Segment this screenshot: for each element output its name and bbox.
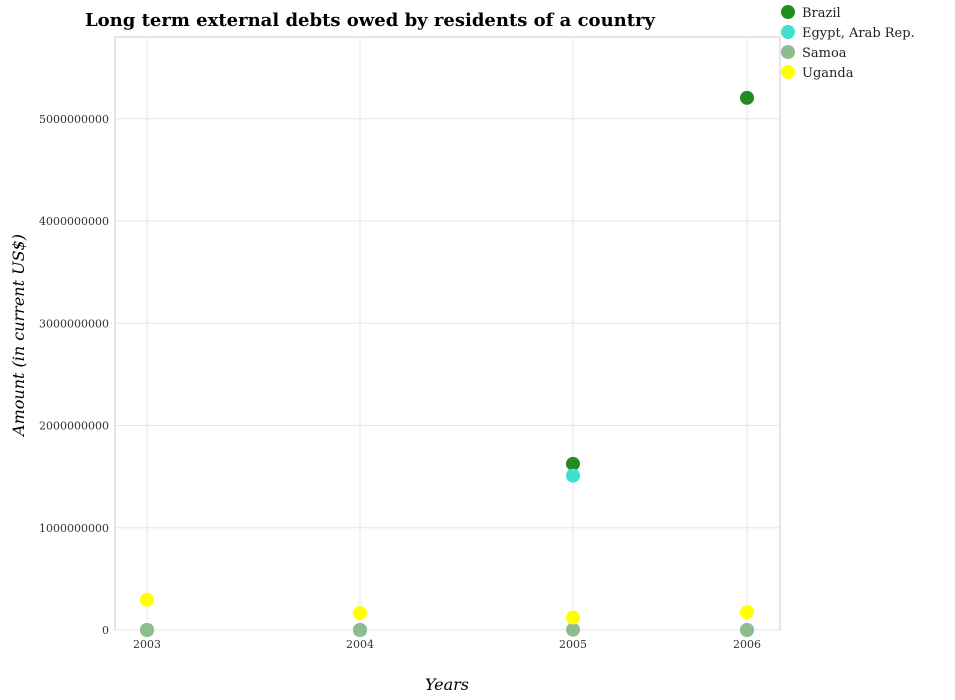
x-axis-label: Years bbox=[425, 675, 469, 694]
legend-marker bbox=[781, 65, 795, 79]
y-tick-label: 2000000000 bbox=[39, 420, 109, 433]
y-tick-label: 5000000000 bbox=[39, 113, 109, 126]
data-point bbox=[140, 592, 154, 607]
chart-title: Long term external debts owed by residen… bbox=[85, 10, 656, 31]
y-tick-label: 0 bbox=[102, 624, 109, 637]
x-tick-label: 2006 bbox=[733, 638, 761, 651]
legend-label: Uganda bbox=[802, 66, 854, 81]
y-tick-label: 1000000000 bbox=[39, 522, 109, 535]
data-point bbox=[353, 606, 367, 621]
y-axis-label: Amount (in current US$) bbox=[9, 234, 28, 438]
data-point bbox=[140, 623, 154, 637]
legend-label: Samoa bbox=[802, 46, 847, 61]
grid-lines bbox=[115, 37, 780, 631]
data-point bbox=[566, 468, 580, 483]
data-point bbox=[566, 456, 580, 471]
data-point bbox=[353, 623, 367, 637]
legend: Brazil Egypt, Arab Rep. Samoa Uganda bbox=[781, 5, 915, 81]
x-tick-label: 2004 bbox=[346, 638, 374, 651]
y-axis-ticks: 0 1000000000 2000000000 3000000000 400000000… bbox=[39, 113, 109, 637]
data-points bbox=[140, 90, 754, 637]
data-point bbox=[740, 605, 754, 620]
x-tick-label: 2005 bbox=[559, 638, 587, 651]
legend-marker bbox=[781, 25, 795, 39]
y-tick-label: 3000000000 bbox=[39, 317, 109, 330]
data-point bbox=[740, 90, 754, 105]
y-tick-label: 4000000000 bbox=[39, 215, 109, 228]
x-axis-ticks: 2003 2004 2005 2006 bbox=[133, 638, 761, 651]
x-tick-label: 2003 bbox=[133, 638, 161, 651]
plot-area bbox=[114, 36, 781, 631]
data-point bbox=[740, 623, 754, 637]
data-point bbox=[566, 622, 580, 637]
legend-label: Brazil bbox=[802, 6, 841, 21]
legend-marker bbox=[781, 45, 795, 59]
legend-marker bbox=[781, 5, 795, 19]
legend-label: Egypt, Arab Rep. bbox=[802, 26, 915, 41]
data-point bbox=[566, 610, 580, 625]
